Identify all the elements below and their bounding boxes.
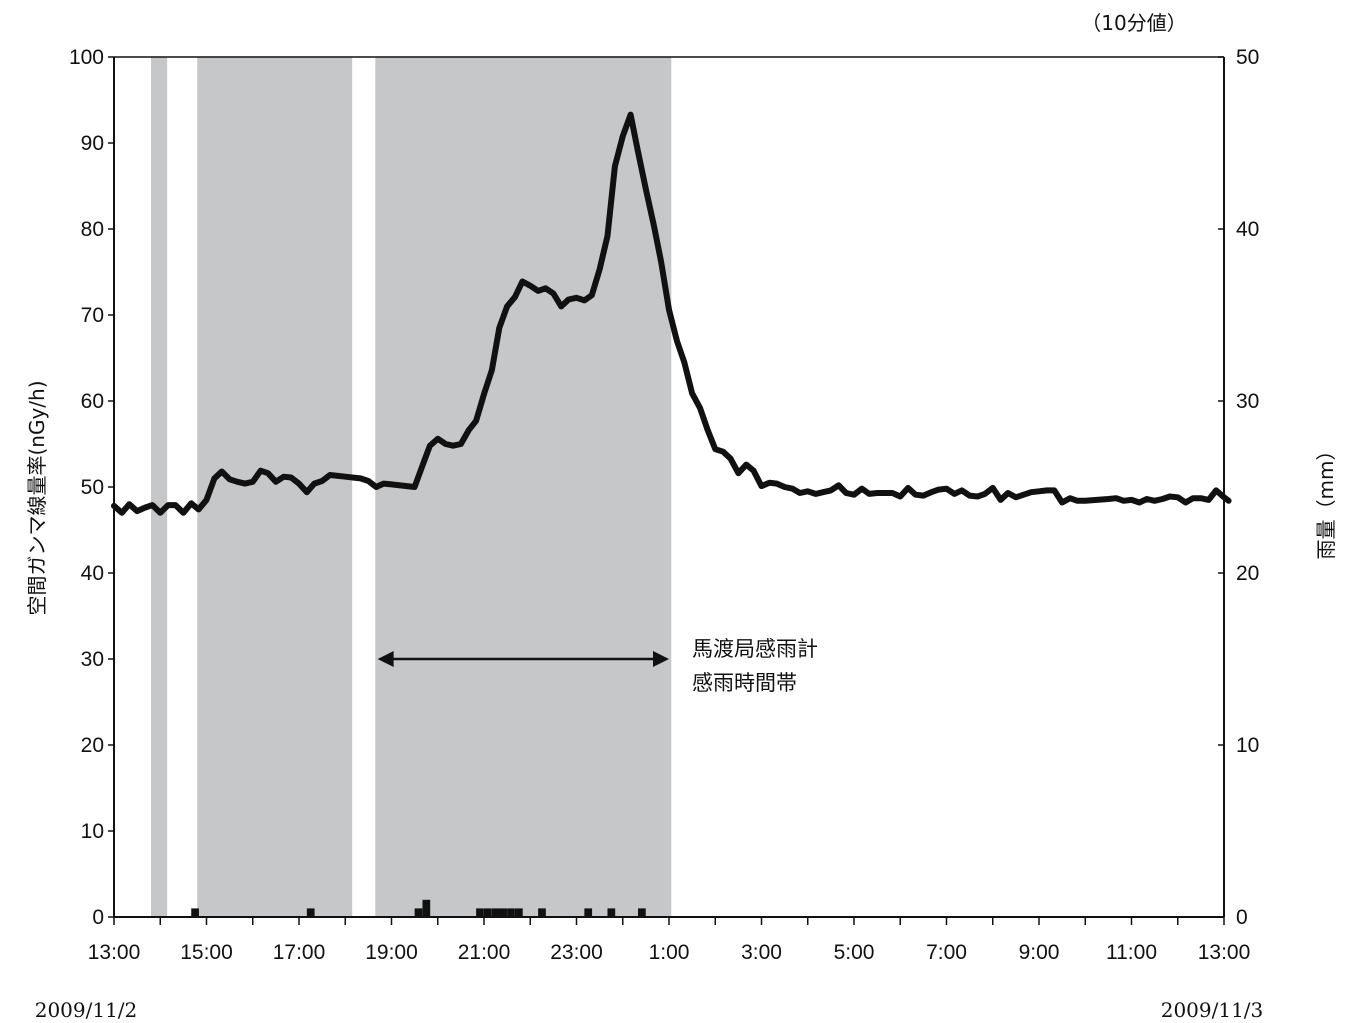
- rainfall-bar: [422, 899, 431, 917]
- rainfall-bar: [476, 908, 484, 917]
- x-tick-label: 11:00: [1106, 941, 1157, 964]
- end-date-label: 2009/11/3: [1161, 998, 1264, 1022]
- x-tick-label: 5:00: [834, 941, 875, 964]
- x-tick-label: 19:00: [365, 941, 418, 964]
- rainfall-bar: [507, 908, 515, 917]
- x-tick-label: 1:00: [649, 941, 690, 964]
- x-tick-label: 17:00: [273, 941, 326, 964]
- x-tick-label: 21:00: [458, 941, 511, 964]
- rain-period-bands: [151, 57, 672, 917]
- x-tick-label: 23:00: [550, 941, 603, 964]
- unit-note: （10分値）: [1081, 11, 1186, 35]
- rainfall-bar: [584, 908, 593, 917]
- right-axis-ticks: 0 10 20 30 40 50: [1218, 46, 1259, 929]
- rainfall-bar: [499, 908, 507, 917]
- gamma-dose-rate-line: [111, 111, 1232, 516]
- annotation-text-line1: 馬渡局感雨計: [692, 637, 818, 661]
- left-tick-label: 40: [81, 562, 104, 585]
- left-tick-label: 50: [81, 476, 104, 499]
- gamma-dose-rate-series: [111, 111, 1232, 516]
- left-tick-label: 0: [92, 906, 104, 929]
- x-tick-label: 15:00: [180, 941, 233, 964]
- x-tick-label: 13:00: [88, 941, 141, 964]
- left-tick-label: 20: [81, 734, 104, 757]
- rain-period-band: [375, 57, 672, 917]
- rainfall-bar: [638, 908, 646, 917]
- left-tick-label: 30: [81, 648, 104, 671]
- left-tick-label: 80: [81, 218, 104, 241]
- x-tick-label: 13:00: [1198, 941, 1251, 964]
- rainfall-bar: [607, 908, 616, 917]
- rainfall-bars: [191, 899, 646, 917]
- rainfall-bar: [491, 908, 500, 917]
- x-tick-label: 3:00: [741, 941, 782, 964]
- annotation-arrowhead-left: [377, 651, 394, 667]
- right-tick-label: 10: [1236, 734, 1259, 757]
- right-tick-label: 20: [1236, 562, 1259, 585]
- rainfall-bar: [191, 908, 199, 917]
- left-axis-title: 空間ガンマ線量率(nGy/h): [25, 380, 49, 615]
- rainfall-bar: [514, 908, 523, 917]
- rainfall-bar: [484, 908, 492, 917]
- left-tick-label: 10: [81, 820, 104, 843]
- x-tick-label: 9:00: [1019, 941, 1060, 964]
- right-tick-label: 0: [1236, 906, 1248, 929]
- right-tick-label: 50: [1236, 46, 1259, 69]
- left-tick-label: 100: [69, 46, 104, 69]
- left-axis-ticks: 0 10 20 30 40 50 60 70 80 90 100: [69, 46, 114, 929]
- right-tick-label: 40: [1236, 218, 1259, 241]
- left-tick-label: 90: [81, 132, 104, 155]
- x-tick-label: 7:00: [926, 941, 967, 964]
- right-axis-title: 雨量（mm）: [1314, 441, 1338, 560]
- right-tick-label: 30: [1236, 390, 1259, 413]
- rain-period-band: [197, 57, 353, 917]
- rainfall-bar: [414, 908, 423, 917]
- left-tick-label: 60: [81, 390, 104, 413]
- rainfall-bar: [538, 908, 546, 917]
- left-tick-label: 70: [81, 304, 104, 327]
- annotation-text-line2: 感雨時間帯: [692, 671, 797, 695]
- x-axis-ticks: 13:00 15:00 17:00 19:00 21:00 23:00 1:00 3:00 5:…: [88, 917, 1251, 964]
- rainfall-bar: [306, 908, 315, 917]
- rain-period-band: [151, 57, 168, 917]
- start-date-label: 2009/11/2: [35, 998, 138, 1022]
- annotation-arrowhead-right: [653, 651, 669, 667]
